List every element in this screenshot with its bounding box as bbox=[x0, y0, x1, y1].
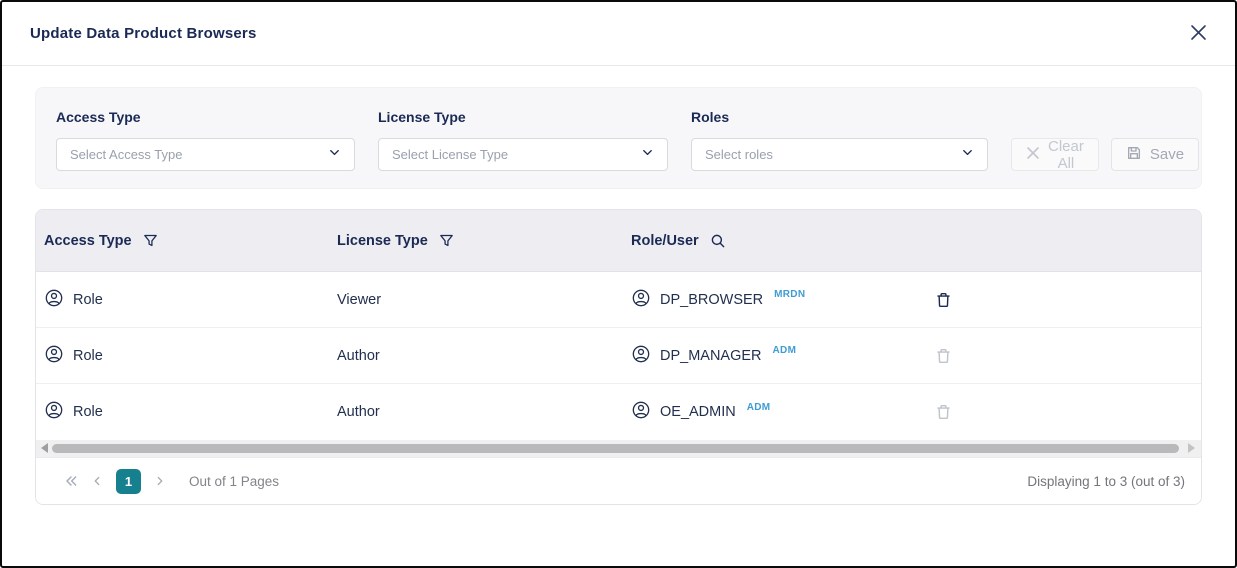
license-type-cell: Author bbox=[337, 404, 631, 420]
filter-icon[interactable] bbox=[142, 232, 159, 249]
role-person-icon bbox=[631, 400, 651, 424]
role-user-value: DP_MANAGER bbox=[660, 347, 762, 364]
role-user-cell: OE_ADMIN ADM bbox=[631, 400, 934, 424]
license-type-value: Author bbox=[337, 404, 380, 420]
pagination-nav: 1 bbox=[60, 468, 169, 494]
access-type-value: Role bbox=[73, 404, 103, 420]
chevron-down-icon bbox=[640, 145, 655, 165]
clear-icon bbox=[1026, 146, 1040, 164]
access-table: Access Type License Type Role/User bbox=[35, 209, 1202, 505]
search-icon[interactable] bbox=[709, 232, 727, 250]
row-actions bbox=[934, 290, 1193, 310]
role-user-value: DP_BROWSER bbox=[660, 291, 764, 308]
column-label: Role/User bbox=[631, 232, 699, 249]
filter-group-license-type: License Type Select License Type bbox=[378, 109, 668, 171]
chevron-down-icon bbox=[327, 145, 342, 165]
row-actions bbox=[934, 346, 1193, 366]
horizontal-scrollbar bbox=[36, 440, 1201, 457]
access-type-value: Role bbox=[73, 347, 103, 364]
prev-page-icon[interactable] bbox=[88, 471, 106, 491]
save-button[interactable]: Save bbox=[1110, 138, 1200, 171]
chevron-down-icon bbox=[960, 145, 975, 165]
license-type-cell: Author bbox=[337, 348, 631, 364]
license-type-select[interactable]: Select License Type bbox=[378, 138, 668, 171]
row-actions bbox=[934, 402, 1193, 422]
column-label: License Type bbox=[337, 232, 428, 249]
close-button[interactable] bbox=[1186, 20, 1211, 48]
current-page-button[interactable]: 1 bbox=[116, 468, 141, 494]
column-label: Access Type bbox=[44, 232, 132, 249]
access-type-cell: Role bbox=[44, 344, 337, 368]
access-type-cell: Role bbox=[44, 400, 337, 424]
delete-icon[interactable] bbox=[934, 402, 953, 422]
roles-placeholder: Select roles bbox=[705, 147, 773, 162]
modal-title: Update Data Product Browsers bbox=[30, 25, 257, 42]
save-label: Save bbox=[1149, 146, 1185, 163]
filter-group-access-type: Access Type Select Access Type bbox=[56, 109, 355, 171]
access-type-placeholder: Select Access Type bbox=[70, 147, 183, 162]
filter-group-roles: Roles Select roles bbox=[691, 109, 988, 171]
delete-icon[interactable] bbox=[934, 346, 953, 366]
role-person-icon bbox=[631, 288, 651, 312]
table-header-row: Access Type License Type Role/User bbox=[36, 210, 1201, 272]
role-user-cell: DP_BROWSER MRDN bbox=[631, 288, 934, 312]
close-icon bbox=[1190, 24, 1207, 44]
license-type-label: License Type bbox=[378, 109, 466, 125]
scroll-left-arrow-icon[interactable] bbox=[41, 443, 48, 453]
table-row: Role Author OE_ADMIN ADM bbox=[36, 384, 1201, 440]
scroll-right-arrow-icon[interactable] bbox=[1188, 443, 1195, 453]
next-page-icon[interactable] bbox=[151, 471, 169, 491]
filter-actions: Clear All Save bbox=[1011, 137, 1200, 172]
filter-panel: Access Type Select Access Type License T… bbox=[35, 87, 1202, 189]
table-row: Role Author DP_MANAGER ADM bbox=[36, 328, 1201, 384]
pagination-bar: 1 Out of 1 Pages Displaying 1 to 3 (out … bbox=[36, 457, 1201, 504]
role-user-cell: DP_MANAGER ADM bbox=[631, 344, 934, 368]
license-type-placeholder: Select License Type bbox=[392, 147, 509, 162]
role-badge: ADM bbox=[746, 401, 771, 413]
delete-icon[interactable] bbox=[934, 290, 953, 310]
role-badge: MRDN bbox=[774, 289, 806, 300]
roles-label: Roles bbox=[691, 109, 730, 125]
roles-select[interactable]: Select roles bbox=[691, 138, 988, 171]
column-header-access-type: Access Type bbox=[44, 232, 337, 249]
license-type-value: Viewer bbox=[337, 291, 382, 308]
access-type-cell: Role bbox=[44, 288, 337, 312]
access-type-select[interactable]: Select Access Type bbox=[56, 138, 355, 171]
role-user-value: OE_ADMIN bbox=[660, 404, 736, 420]
column-header-role-user: Role/User bbox=[631, 232, 934, 250]
role-person-icon bbox=[44, 344, 64, 368]
save-icon bbox=[1126, 145, 1142, 165]
access-type-label: Access Type bbox=[56, 109, 141, 125]
first-page-icon[interactable] bbox=[60, 471, 82, 491]
scrollbar-thumb[interactable] bbox=[52, 444, 1179, 453]
clear-all-button[interactable]: Clear All bbox=[1011, 137, 1099, 172]
role-badge: ADM bbox=[772, 345, 797, 356]
display-summary-text: Displaying 1 to 3 (out of 3) bbox=[1027, 473, 1185, 489]
role-person-icon bbox=[44, 400, 64, 424]
license-type-cell: Viewer bbox=[337, 292, 631, 308]
table-row: Role Viewer DP_BROWSER MRDN bbox=[36, 272, 1201, 328]
filter-icon[interactable] bbox=[438, 232, 455, 249]
role-person-icon bbox=[44, 288, 64, 312]
clear-all-label: Clear All bbox=[1048, 137, 1084, 172]
role-person-icon bbox=[631, 344, 651, 368]
license-type-value: Author bbox=[337, 347, 380, 364]
modal-header: Update Data Product Browsers bbox=[2, 2, 1235, 66]
pages-count-text: Out of 1 Pages bbox=[189, 473, 280, 489]
access-type-value: Role bbox=[73, 291, 103, 308]
column-header-license-type: License Type bbox=[337, 232, 631, 249]
